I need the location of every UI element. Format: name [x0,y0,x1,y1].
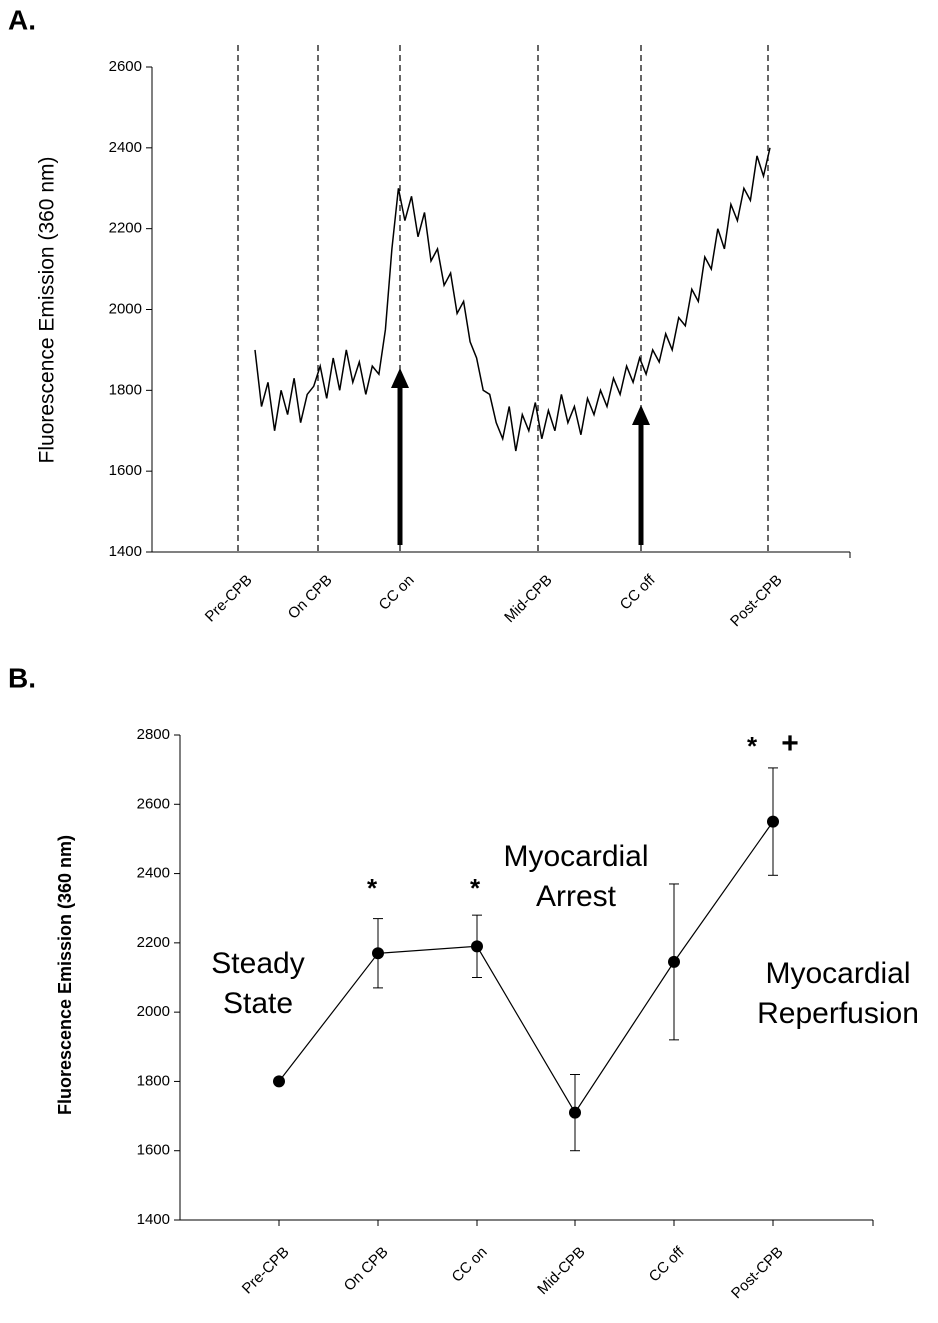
y-tick-label: 2200 [109,220,142,237]
y-tick-label: 2600 [109,58,142,75]
y-tick-label: 2600 [137,795,170,812]
x-tick-label: CC off [646,1243,688,1285]
y-tick-label: 1400 [137,1211,170,1228]
phase-annotation: Myocardial [765,957,910,990]
phase-annotation: Steady [211,947,304,980]
data-point [273,1075,285,1088]
significance-marker: * [470,873,481,903]
y-tick-label: 2800 [137,726,170,743]
phase-annotation: Arrest [536,880,617,913]
data-point [668,955,680,968]
y-tick-label: 2000 [109,300,142,317]
y-tick-label: 1600 [109,462,142,479]
data-point [767,815,779,828]
y-tick-label: 1600 [137,1142,170,1159]
y-tick-label: 1800 [137,1072,170,1089]
y-tick-label: 2400 [137,865,170,882]
y-axis-label: Fluorescence Emission (360 nm) [36,157,59,464]
y-tick-label: 2200 [137,934,170,951]
data-point [471,940,483,953]
x-tick-label: Post-CPB [727,572,786,631]
x-tick-label: CC on [376,572,418,614]
y-tick-label: 2000 [137,1003,170,1020]
y-axis-label: Fluorescence Emission (360 nm) [55,835,75,1115]
arrows [391,368,650,545]
panel-label: A. [8,4,36,35]
x-tick-label: Pre-CPB [202,572,256,626]
phase-annotation: Reperfusion [757,997,919,1030]
phase-annotation: Myocardial [503,840,648,873]
significance-marker: * [747,731,758,761]
x-tick-label: Post-CPB [728,1244,787,1303]
phase-annotation: State [223,987,293,1020]
significance-marker: * [367,873,378,903]
x-tick-label: Mid-CPB [501,572,555,626]
connector [278,821,774,1114]
data-point [372,947,384,960]
y-tick-label: 1400 [109,543,142,560]
y-tick-label: 2400 [109,139,142,156]
panel-label: B. [8,662,36,693]
x-tick-label: Pre-CPB [239,1244,293,1298]
x-tick-label: Mid-CPB [534,1244,588,1298]
trace [254,147,771,452]
x-tick-label: CC on [449,1244,491,1286]
x-tick-label: On CPB [341,1244,392,1295]
data-point [569,1106,581,1119]
significance-marker: + [781,727,799,760]
x-tick-label: CC off [617,571,659,613]
y-tick-label: 1800 [109,381,142,398]
x-tick-label: On CPB [285,572,336,623]
